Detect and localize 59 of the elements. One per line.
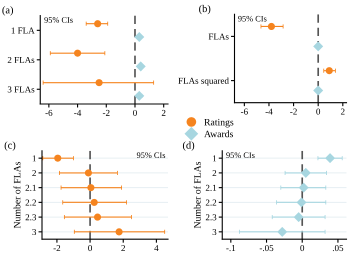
y-tick-label: FLAs <box>208 34 229 40</box>
y-tick-label: 2 <box>212 170 216 176</box>
x-tick-label: -6 <box>240 108 248 115</box>
chart-title: (d) <box>182 141 194 151</box>
chart-title: (a) <box>2 6 14 16</box>
x-tick-label: 2 <box>340 108 345 115</box>
point <box>94 214 102 221</box>
y-axis-title: Number of FLAs <box>13 162 20 228</box>
y-tick-label: 1 FLA <box>12 28 35 34</box>
x-tick-label: -2 <box>102 110 110 116</box>
point <box>90 198 98 206</box>
point <box>277 226 288 237</box>
y-tick-label: 2 FLAs <box>8 56 34 64</box>
chart-title: (c) <box>4 141 16 151</box>
y-tick-label: 1 <box>32 155 36 162</box>
y-tick-label: 2.3 <box>26 214 36 220</box>
legend-label: Awards <box>204 130 234 138</box>
y-tick-label: 2.1 <box>26 184 36 191</box>
x-tick-label: -2 <box>53 245 60 252</box>
annotation: 95% CIs <box>238 16 266 22</box>
point <box>84 169 92 176</box>
chart-title: (b) <box>199 4 210 14</box>
x-tick-label: 2 <box>121 245 125 252</box>
x-tick-label: 0 <box>316 108 320 115</box>
x-tick-label: 0 <box>88 245 92 252</box>
annotation: 95% CIs <box>44 17 73 23</box>
y-tick-label: 3 <box>212 228 216 236</box>
x-tick-label: -2 <box>290 108 297 115</box>
x-tick-label: 4 <box>154 245 159 252</box>
y-tick-label: 2.2 <box>206 200 216 206</box>
y-tick-label: 3 <box>32 228 36 236</box>
point <box>298 182 309 193</box>
point <box>300 168 311 178</box>
y-tick-label: 1 <box>212 155 216 162</box>
point <box>296 197 307 208</box>
x-tick-label: 2 <box>162 110 166 116</box>
x-tick-label: .05 <box>332 245 344 252</box>
x-tick-label: 0 <box>300 245 304 252</box>
y-tick-label: 2 <box>32 170 36 176</box>
y-axis-title: Number of FLAs <box>194 162 201 228</box>
x-tick-label: -4 <box>266 108 273 115</box>
point <box>54 154 62 162</box>
point <box>87 184 94 192</box>
y-tick-label: FLAs squared <box>178 77 229 86</box>
y-tick-label: 2.2 <box>26 200 36 206</box>
annotation: 95% CIs <box>226 152 255 158</box>
point <box>325 153 336 164</box>
y-tick-label: 2.1 <box>206 184 216 191</box>
x-tick-label: -4 <box>74 110 82 116</box>
y-tick-label: 3 FLAs <box>8 86 34 92</box>
x-tick-label: -.1 <box>226 245 236 252</box>
annotation: 95% CIs <box>136 152 166 158</box>
point <box>116 228 123 236</box>
legend-label: Ratings <box>204 118 234 128</box>
point <box>294 212 304 222</box>
x-tick-label: -6 <box>45 110 52 116</box>
x-tick-label: -.05 <box>260 245 274 252</box>
x-tick-label: 0 <box>133 110 137 116</box>
y-tick-label: 2.3 <box>206 214 216 220</box>
